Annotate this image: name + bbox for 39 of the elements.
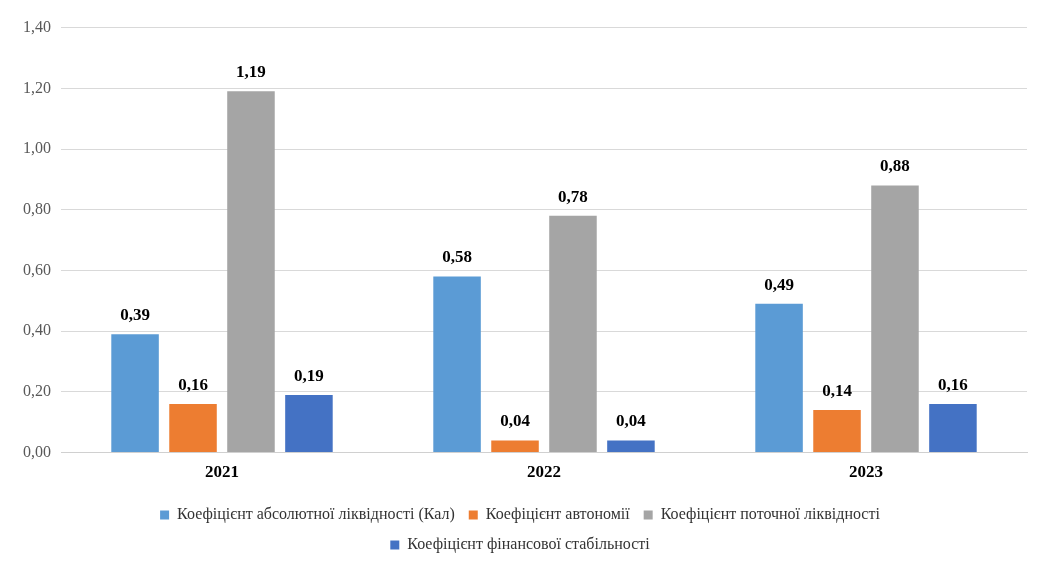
data-label: 0,04 (500, 411, 531, 431)
data-label: 0,16 (178, 374, 208, 394)
bar (607, 440, 655, 453)
data-label: 0,19 (294, 365, 324, 385)
legend-label: Коефіцієнт фінансової стабільності (407, 535, 651, 554)
y-tick-label: 0,40 (23, 321, 51, 339)
bar (285, 394, 333, 453)
y-tick-label: 1,20 (23, 78, 51, 96)
legend-label: Коефіцієнт абсолютної ліквідності (Кал) (177, 505, 455, 524)
y-tick-label: 0,60 (23, 260, 51, 278)
y-tick-label: 1,00 (23, 139, 51, 157)
y-tick-label: 0,00 (23, 442, 51, 460)
y-tick-label: 0,80 (23, 199, 51, 217)
y-tick-label: 0,20 (23, 382, 51, 400)
bar (491, 440, 539, 453)
bar (871, 185, 919, 453)
bar (433, 276, 481, 453)
data-label: 1,19 (236, 62, 266, 82)
y-tick-label: 1,40 (23, 17, 51, 35)
data-label: 0,88 (880, 156, 910, 176)
bar (755, 303, 803, 453)
data-label: 0,16 (938, 374, 968, 394)
data-label: 0,49 (764, 274, 794, 294)
x-tick-label: 2021 (205, 462, 239, 482)
legend-label: Коефіцієнт автономії (485, 505, 631, 524)
bar (549, 215, 597, 453)
data-label: 0,14 (822, 380, 853, 400)
x-tick-label: 2023 (849, 462, 883, 482)
bar (111, 334, 159, 453)
bar (227, 91, 275, 453)
data-label: 0,78 (558, 186, 588, 206)
bar (929, 404, 977, 453)
bar (169, 404, 217, 453)
legend-label: Коефіцієнт поточної ліквідності (660, 505, 881, 524)
data-label: 0,04 (616, 411, 647, 431)
data-label: 0,58 (442, 247, 472, 267)
x-tick-label: 2022 (527, 462, 561, 482)
data-label: 0,39 (120, 305, 150, 325)
bar (813, 410, 861, 453)
